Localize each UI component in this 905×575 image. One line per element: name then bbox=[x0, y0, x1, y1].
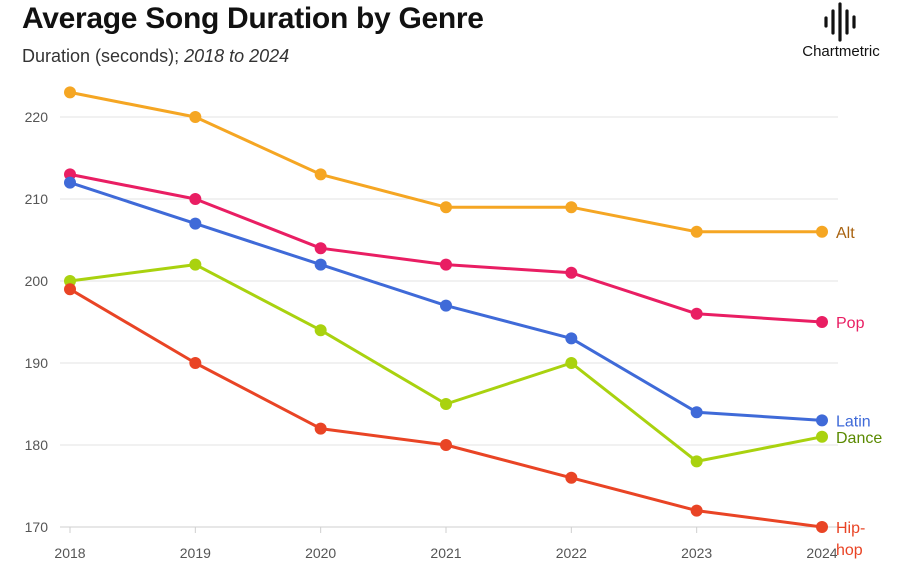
data-point-pop bbox=[565, 266, 578, 279]
data-point-hip-hop bbox=[64, 283, 76, 296]
data-point-alt bbox=[690, 225, 703, 238]
y-tick-label: 180 bbox=[25, 437, 49, 453]
data-point-pop bbox=[690, 307, 703, 320]
data-point-dance bbox=[189, 258, 202, 271]
y-tick-label: 220 bbox=[25, 109, 49, 125]
y-tick-label: 190 bbox=[25, 355, 49, 371]
x-tick-label: 2020 bbox=[305, 545, 336, 561]
x-tick-label: 2023 bbox=[681, 545, 712, 561]
data-point-latin bbox=[565, 332, 578, 345]
data-point-pop bbox=[189, 193, 202, 205]
data-point-pop bbox=[314, 242, 327, 255]
series-label-pop: Pop bbox=[836, 315, 865, 332]
data-point-latin bbox=[64, 176, 76, 189]
data-point-hip-hop bbox=[816, 521, 828, 533]
subtitle-date-range: 2018 to 2024 bbox=[184, 46, 290, 66]
data-point-pop bbox=[64, 168, 76, 181]
y-tick-label: 200 bbox=[25, 273, 49, 289]
series-label-alt: Alt bbox=[836, 225, 855, 242]
series-label-line: Hip- bbox=[836, 520, 865, 537]
chartmetric-logo: Chartmetric bbox=[793, 2, 889, 60]
x-tick-label: 2021 bbox=[430, 545, 461, 561]
series-label-dance: Dance bbox=[836, 430, 882, 447]
data-point-latin bbox=[816, 414, 828, 427]
data-point-dance bbox=[690, 455, 703, 468]
series-label-line: hop bbox=[836, 542, 863, 559]
data-point-pop bbox=[816, 316, 828, 328]
data-point-alt bbox=[314, 168, 327, 181]
x-tick-label: 2018 bbox=[54, 545, 85, 561]
data-point-hip-hop bbox=[189, 357, 202, 369]
chart-subtitle: Duration (seconds); 2018 to 2024 bbox=[22, 46, 289, 67]
sound-wave-icon bbox=[824, 2, 856, 42]
data-point-dance bbox=[816, 430, 828, 443]
data-point-alt bbox=[440, 201, 452, 214]
data-point-hip-hop bbox=[565, 471, 578, 484]
data-point-hip-hop bbox=[690, 504, 703, 517]
data-point-latin bbox=[189, 217, 202, 230]
y-tick-label: 210 bbox=[25, 191, 49, 207]
y-tick-label: 170 bbox=[25, 519, 49, 535]
logo-text: Chartmetric bbox=[802, 43, 880, 60]
data-point-alt bbox=[189, 111, 202, 123]
data-point-alt bbox=[64, 86, 76, 99]
data-point-pop bbox=[440, 258, 452, 271]
data-point-dance bbox=[64, 275, 76, 287]
data-point-alt bbox=[816, 225, 828, 238]
data-point-latin bbox=[690, 406, 703, 419]
data-point-latin bbox=[314, 258, 327, 271]
x-tick-label: 2019 bbox=[180, 545, 211, 561]
data-point-alt bbox=[565, 201, 578, 214]
series-label-hip-hop: Hip-hop bbox=[836, 520, 865, 559]
data-point-latin bbox=[440, 299, 452, 312]
subtitle-units: Duration (seconds); bbox=[22, 46, 185, 66]
x-tick-label: 2022 bbox=[556, 545, 587, 561]
data-point-hip-hop bbox=[314, 422, 327, 435]
x-tick-label: 2024 bbox=[806, 545, 837, 561]
data-point-dance bbox=[565, 357, 578, 369]
data-point-hip-hop bbox=[440, 439, 452, 451]
series-label-latin: Latin bbox=[836, 413, 871, 430]
chart-title: Average Song Duration by Genre bbox=[22, 2, 484, 35]
data-point-dance bbox=[440, 398, 452, 410]
data-point-dance bbox=[314, 324, 327, 337]
